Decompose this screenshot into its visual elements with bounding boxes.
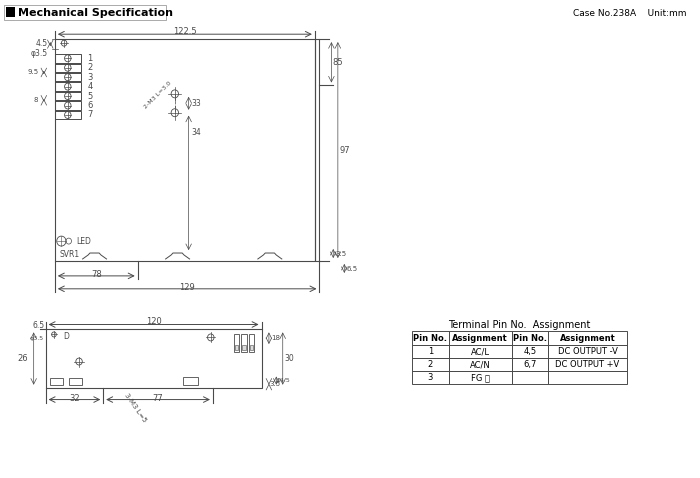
Text: φ3.5: φ3.5 [29, 336, 44, 341]
Bar [315, 39, 319, 261]
Text: LED: LED [76, 237, 91, 246]
Text: AC/N: AC/N [470, 360, 491, 369]
Text: 3: 3 [88, 73, 92, 82]
Text: 2-M3 L=3.0: 2-M3 L=3.0 [144, 80, 173, 109]
Text: 3-M3 L=5: 3-M3 L=5 [123, 392, 148, 423]
Text: 2: 2 [88, 63, 92, 72]
Text: 34: 34 [191, 128, 201, 137]
Text: Terminal Pin No.  Assignment: Terminal Pin No. Assignment [448, 319, 591, 329]
Bar [449, 331, 512, 346]
Bar [548, 346, 626, 358]
Bar [55, 73, 80, 81]
Bar [249, 346, 253, 350]
Text: 6: 6 [88, 101, 92, 110]
Text: AC/L: AC/L [470, 348, 489, 356]
Text: 3: 3 [428, 373, 433, 382]
Bar [234, 335, 239, 352]
Bar [248, 335, 254, 352]
Text: Assignment: Assignment [452, 334, 508, 343]
Text: 14.5: 14.5 [276, 378, 290, 383]
Text: 6,7: 6,7 [524, 360, 537, 369]
Text: 9.5: 9.5 [27, 69, 38, 76]
Bar [46, 329, 262, 388]
Text: 7: 7 [88, 110, 92, 120]
Text: 26: 26 [18, 354, 28, 363]
Text: 129: 129 [179, 283, 195, 293]
Text: 6.5: 6.5 [32, 321, 44, 330]
Text: 4,5: 4,5 [524, 348, 536, 356]
Text: φ3.5: φ3.5 [30, 49, 48, 57]
Text: 3.5: 3.5 [270, 381, 281, 387]
Text: 4.5: 4.5 [36, 39, 48, 48]
Bar [412, 346, 449, 358]
Text: 97: 97 [339, 146, 349, 154]
Text: 32: 32 [69, 394, 80, 403]
Text: Case No.238A    Unit:mm: Case No.238A Unit:mm [573, 9, 687, 18]
Bar [55, 92, 80, 100]
Bar [449, 358, 512, 371]
Text: 85: 85 [332, 57, 343, 66]
Text: SVR1: SVR1 [60, 250, 80, 259]
Text: 3.5: 3.5 [335, 250, 346, 257]
Bar [412, 371, 449, 384]
Bar [55, 111, 80, 119]
Bar [449, 371, 512, 384]
Bar [241, 335, 247, 352]
Bar [55, 101, 80, 110]
Text: 5: 5 [88, 92, 92, 100]
Bar [55, 54, 80, 63]
Bar [55, 64, 80, 72]
Bar [412, 358, 449, 371]
Text: 1: 1 [428, 348, 433, 356]
Text: 2: 2 [428, 360, 433, 369]
Text: Assignment: Assignment [560, 334, 615, 343]
Bar [4, 5, 166, 20]
Bar [512, 331, 548, 346]
Text: 122.5: 122.5 [173, 27, 197, 36]
Bar [183, 377, 198, 385]
Text: FG ⏚: FG ⏚ [470, 373, 489, 382]
Bar [449, 346, 512, 358]
Text: 4: 4 [88, 82, 92, 91]
Bar [55, 82, 80, 91]
Bar [548, 371, 626, 384]
Bar [55, 39, 315, 261]
Text: Mechanical Specification: Mechanical Specification [18, 8, 173, 18]
Text: 120: 120 [146, 317, 162, 326]
Text: DC OUTPUT -V: DC OUTPUT -V [558, 348, 617, 356]
Bar [548, 331, 626, 346]
Text: Pin No.: Pin No. [513, 334, 547, 343]
Text: DC OUTPUT +V: DC OUTPUT +V [556, 360, 620, 369]
Bar [50, 378, 63, 385]
Bar [412, 331, 449, 346]
Bar [548, 358, 626, 371]
Text: 18: 18 [271, 335, 280, 341]
Bar [234, 346, 239, 350]
Bar [242, 346, 246, 350]
Bar [69, 378, 82, 385]
Text: 8: 8 [34, 97, 38, 103]
Text: Pin No.: Pin No. [413, 334, 447, 343]
Text: 78: 78 [91, 271, 101, 279]
Text: 6.5: 6.5 [346, 266, 357, 272]
Bar [512, 346, 548, 358]
Text: 77: 77 [153, 394, 163, 403]
Text: 33: 33 [191, 99, 201, 108]
Text: D: D [63, 332, 69, 341]
Bar [512, 371, 548, 384]
Text: 1: 1 [88, 54, 92, 63]
Bar [512, 358, 548, 371]
Text: 30: 30 [284, 354, 294, 363]
Bar [6, 7, 15, 17]
